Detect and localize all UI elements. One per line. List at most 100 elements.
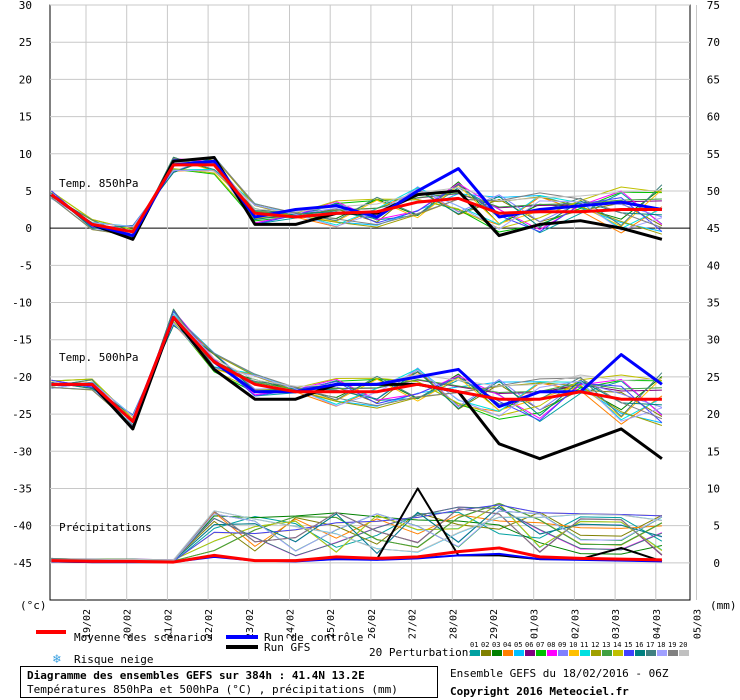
perturbation-id-label: 04	[503, 641, 511, 649]
legend-perturbations-label: 20 Perturbations	[369, 646, 475, 659]
x-tick-label: 03/03	[611, 609, 622, 639]
perturbation-id-label: 10	[569, 641, 577, 649]
perturbation-swatch	[613, 650, 623, 656]
x-tick-label: 24/02	[286, 609, 297, 639]
perturbation-swatch	[657, 650, 667, 656]
x-tick-label: 27/02	[408, 609, 419, 639]
footer-subtitle: Températures 850hPa et 500hPa (°C) , pré…	[27, 683, 398, 696]
right-tick-label: 20	[707, 408, 720, 421]
perturbation-id-label: 06	[525, 641, 533, 649]
perturbation-swatch	[646, 650, 656, 656]
left-axis-unit: (°c)	[20, 599, 47, 612]
perturbation-swatch	[580, 650, 590, 656]
perturbation-id-label: 05	[514, 641, 522, 649]
perturbation-swatch	[470, 650, 480, 656]
right-tick-label: 10	[707, 482, 720, 495]
left-tick-label: 30	[19, 0, 32, 12]
perturbation-id-label: 14	[613, 641, 621, 649]
perturbation-swatch	[558, 650, 568, 656]
x-tick-label: 29/02	[489, 609, 500, 639]
legend-mean-label: Moyenne des scénarios	[74, 631, 213, 644]
label-precipitations: Précipitations	[59, 521, 152, 534]
right-tick-label: 15	[707, 445, 720, 458]
left-tick-label: -35	[12, 482, 32, 495]
perturbation-swatches: 01 02 03 04 05 06 07 08 09 10 11 12 13 14 15 16 17 18 19 20	[470, 641, 689, 656]
perturbation-swatch	[492, 650, 502, 656]
snowflake-icon: ❄	[52, 652, 61, 667]
left-tick-label: -15	[12, 334, 32, 347]
right-tick-label: 5	[713, 520, 720, 533]
label-temp-850: Temp. 850hPa	[59, 177, 138, 190]
right-tick-label: 65	[707, 73, 720, 86]
copyright: Copyright 2016 Meteociel.fr	[450, 685, 629, 698]
perturbation-swatch	[624, 650, 634, 656]
perturbation-swatch	[536, 650, 546, 656]
x-tick-label: 04/03	[652, 609, 663, 639]
right-tick-label: 35	[707, 297, 720, 310]
legend-snow-label: Risque neige	[74, 653, 153, 666]
perturbation-swatch	[547, 650, 557, 656]
left-tick-label: 15	[19, 111, 32, 124]
perturbation-precip-line	[51, 510, 662, 561]
right-tick-label: 0	[713, 557, 720, 570]
left-tick-label: 25	[19, 36, 32, 49]
footer-title: Diagramme des ensembles GEFS sur 384h : …	[27, 669, 365, 682]
x-tick-label: 28/02	[448, 609, 459, 639]
left-tick-label: -10	[12, 297, 32, 310]
perturbation-swatch	[525, 650, 535, 656]
x-tick-label: 20/02	[123, 609, 134, 639]
perturbation-swatch	[569, 650, 579, 656]
mean-t850-line	[50, 163, 662, 234]
perturbation-swatch	[503, 650, 513, 656]
x-tick-label: 25/02	[326, 609, 337, 639]
x-tick-label: 05/03	[693, 609, 704, 639]
label-temp-500: Temp. 500hPa	[59, 351, 138, 364]
x-tick-label: 26/02	[367, 609, 378, 639]
perturbation-swatch	[668, 650, 678, 656]
perturbation-id-label: 12	[591, 641, 599, 649]
main-series-lines	[50, 155, 663, 564]
left-tick-label: 20	[19, 73, 32, 86]
perturbation-id-label: 02	[481, 641, 489, 649]
perturbation-id-label: 18	[657, 641, 665, 649]
right-tick-label: 50	[707, 185, 720, 198]
perturbation-swatch	[602, 650, 612, 656]
perturbation-id-label: 16	[635, 641, 643, 649]
perturbation-swatch	[591, 650, 601, 656]
x-tick-label: 02/03	[570, 609, 581, 639]
left-tick-label: 5	[25, 185, 32, 198]
legend-control-label: Run de contrôle	[264, 631, 363, 644]
perturbation-id-label: 03	[492, 641, 500, 649]
left-tick-label: 0	[25, 222, 32, 235]
right-tick-label: 70	[707, 36, 720, 49]
perturbation-id-label: 09	[558, 641, 566, 649]
left-tick-label: -30	[12, 445, 32, 458]
perturbation-swatch	[514, 650, 524, 656]
perturbation-swatch	[679, 650, 689, 656]
left-tick-label: 10	[19, 148, 32, 161]
right-tick-label: 45	[707, 222, 720, 235]
perturbation-id-label: 20	[679, 641, 687, 649]
perturbation-id-label: 01	[470, 641, 478, 649]
ensemble-info: Ensemble GEFS du 18/02/2016 - 06Z	[450, 667, 669, 680]
left-tick-label: -40	[12, 520, 32, 533]
right-tick-label: 55	[707, 148, 720, 161]
left-tick-label: -20	[12, 371, 32, 384]
left-tick-label: -25	[12, 408, 32, 421]
right-tick-label: 30	[707, 334, 720, 347]
perturbation-id-label: 19	[668, 641, 676, 649]
legend-gfs-label: Run GFS	[264, 641, 310, 654]
left-tick-label: -5	[19, 259, 32, 272]
x-tick-label: 22/02	[204, 609, 215, 639]
perturbation-id-label: 08	[547, 641, 555, 649]
mean-precip-line	[51, 546, 662, 564]
mean-t500-line	[51, 315, 662, 423]
left-tick-label: -45	[12, 557, 32, 570]
perturbation-id-label: 07	[536, 641, 544, 649]
x-tick-label: 23/02	[245, 609, 256, 639]
x-tick-label: 21/02	[163, 609, 174, 639]
footer-box: Diagramme des ensembles GEFS sur 384h : …	[20, 666, 438, 698]
right-tick-label: 60	[707, 111, 720, 124]
right-tick-label: 25	[707, 371, 720, 384]
